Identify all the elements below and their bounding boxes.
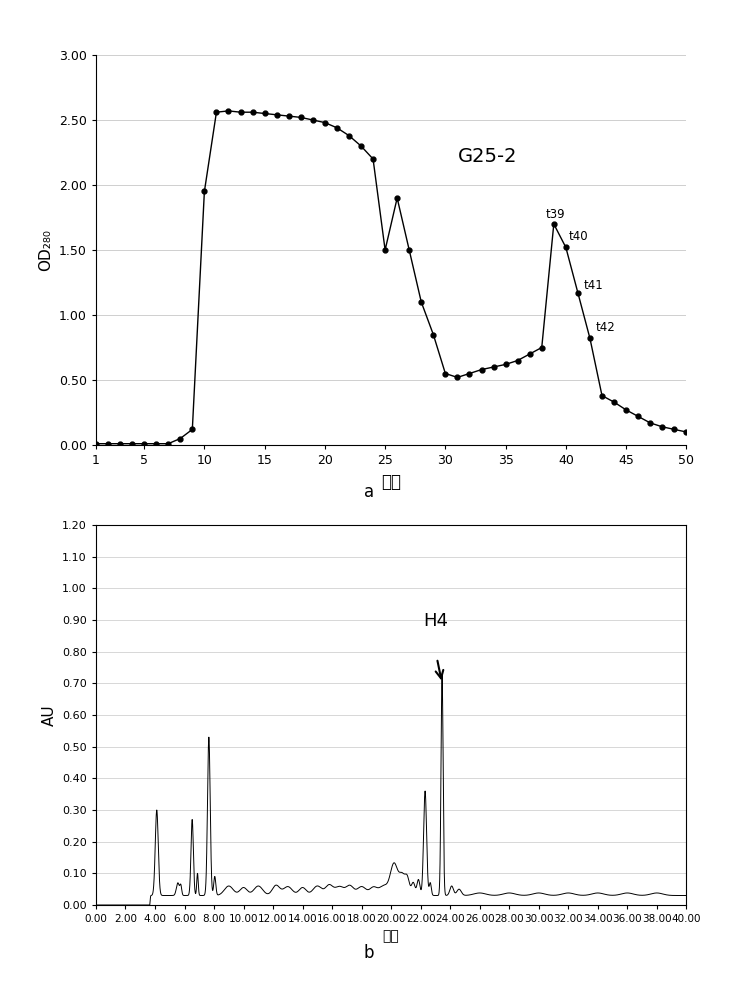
Text: G25-2: G25-2 <box>458 147 517 166</box>
Text: b: b <box>364 944 374 962</box>
Y-axis label: OD₂₈₀: OD₂₈₀ <box>38 229 53 271</box>
Text: a: a <box>364 483 374 501</box>
X-axis label: 管数: 管数 <box>381 473 401 491</box>
X-axis label: 分钟: 分钟 <box>383 930 399 944</box>
Text: t42: t42 <box>596 321 615 334</box>
Text: H4: H4 <box>424 612 449 630</box>
Text: t41: t41 <box>584 279 604 292</box>
Y-axis label: AU: AU <box>41 704 57 726</box>
Text: t40: t40 <box>568 230 588 243</box>
Text: t39: t39 <box>545 208 565 221</box>
